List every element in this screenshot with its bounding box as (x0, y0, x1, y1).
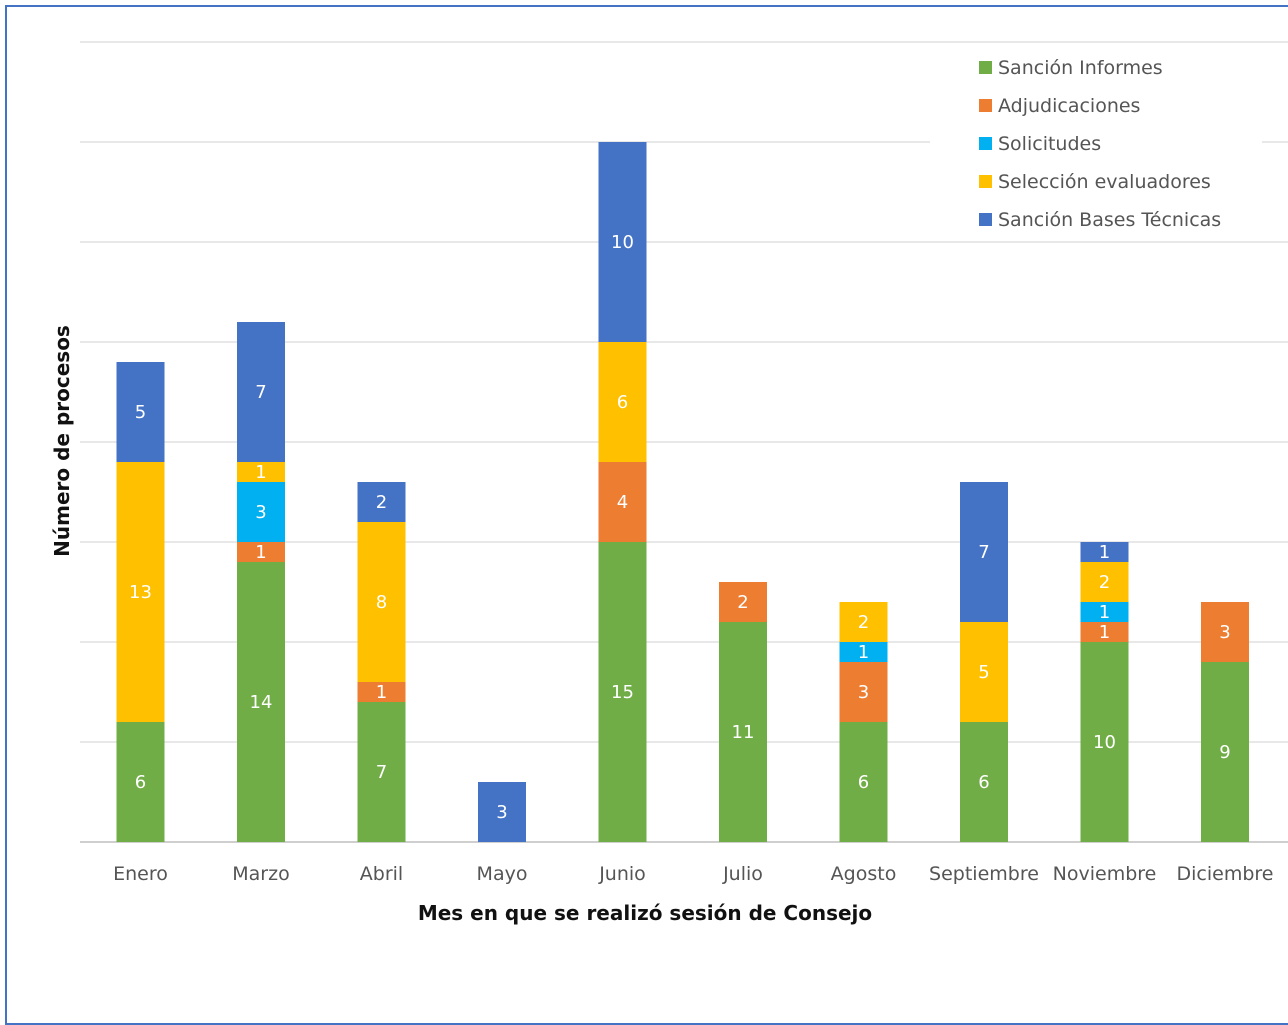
bar-segment (960, 482, 1008, 622)
bar-segment (719, 582, 767, 622)
bar-segment (357, 522, 406, 682)
data-label: 14 (250, 692, 273, 713)
data-label: 1 (255, 542, 266, 563)
data-label: 1 (376, 682, 387, 703)
bar-segment (1201, 662, 1249, 842)
data-label: 10 (1093, 732, 1116, 753)
legend-label: Adjudicaciones (998, 95, 1140, 117)
data-label: 5 (978, 662, 989, 683)
data-label: 7 (978, 542, 989, 563)
bar-segment (1201, 602, 1249, 662)
data-label: 6 (617, 392, 628, 413)
legend-label: Selección evaluadores (998, 171, 1211, 193)
bar-segment (237, 462, 285, 482)
legend-swatch (979, 137, 992, 150)
bar-segment (237, 322, 285, 462)
bar-segment (598, 342, 647, 462)
bar-segment (237, 562, 285, 842)
x-tick-label: Noviembre (1053, 863, 1157, 885)
data-label: 6 (135, 772, 146, 793)
data-label: 4 (617, 492, 628, 513)
data-label: 7 (255, 382, 266, 403)
x-tick-label: Enero (113, 863, 168, 885)
legend-label: Sanción Bases Técnicas (998, 209, 1221, 231)
bar-segment (1080, 602, 1129, 622)
bar-segment (116, 362, 165, 462)
bar-segment (357, 702, 406, 842)
bar-segment (839, 642, 888, 662)
legend-swatch (979, 61, 992, 74)
legend-swatch (979, 213, 992, 226)
data-label: 15 (611, 682, 634, 703)
data-label: 1 (255, 462, 266, 483)
legend-label: Solicitudes (998, 133, 1101, 155)
bar-segment (719, 622, 767, 842)
data-label: 1 (858, 642, 869, 663)
x-tick-label: Septiembre (929, 863, 1039, 885)
bar-segment (598, 142, 647, 342)
bar-segment (116, 722, 165, 842)
x-tick-label: Agosto (831, 863, 897, 885)
bar-segment (237, 542, 285, 562)
data-label: 5 (135, 402, 146, 423)
bar-segment (598, 462, 647, 542)
legend-swatch (979, 99, 992, 112)
data-label: 6 (858, 772, 869, 793)
x-axis-title: Mes en que se realizó sesión de Consejo (418, 901, 872, 925)
x-tick-label: Diciembre (1177, 863, 1274, 885)
bar-segment (478, 782, 526, 842)
bar-segment (1080, 642, 1129, 842)
data-label: 9 (1219, 742, 1230, 763)
bar-segment (598, 542, 647, 842)
x-tick-label: Julio (722, 863, 763, 885)
bar-segment (1080, 562, 1129, 602)
x-tick-label: Marzo (232, 863, 289, 885)
data-label: 1 (1099, 622, 1110, 643)
bar-segment (357, 482, 406, 522)
bar-segment (1080, 622, 1129, 642)
x-tick-label: Junio (598, 863, 646, 885)
data-label: 2 (858, 612, 869, 633)
bar-segment (237, 482, 285, 542)
data-label: 6 (978, 772, 989, 793)
bar-segment (960, 722, 1008, 842)
legend: Sanción Informes Adjudicaciones Solicitude… (930, 46, 1262, 236)
x-tick-label: Mayo (477, 863, 528, 885)
data-label: 1 (1099, 542, 1110, 563)
data-label: 2 (1099, 572, 1110, 593)
data-label: 7 (376, 762, 387, 783)
bar-segment (357, 682, 406, 702)
data-label: 3 (255, 502, 266, 523)
bar-segment (1080, 542, 1129, 562)
x-tick-labels: Enero Marzo Abril Mayo Junio Julio Agosto Septi… (113, 863, 1273, 885)
data-label: 3 (496, 802, 507, 823)
bar-segment (839, 722, 888, 842)
data-label: 11 (732, 722, 755, 743)
x-tick-label: Abril (360, 863, 403, 885)
y-axis-title: Número de procesos (50, 325, 74, 557)
data-label: 1 (1099, 602, 1110, 623)
bar-segment (839, 602, 888, 642)
bar-segment (960, 622, 1008, 722)
data-label: 13 (129, 582, 152, 603)
data-label: 3 (1219, 622, 1230, 643)
data-label: 3 (858, 682, 869, 703)
data-label: 2 (737, 592, 748, 613)
bar-segment (839, 662, 888, 722)
legend-swatch (979, 175, 992, 188)
legend-label: Sanción Informes (998, 57, 1163, 79)
data-label: 10 (611, 232, 634, 253)
data-label: 2 (376, 492, 387, 513)
data-label: 8 (376, 592, 387, 613)
bar-segment (116, 462, 165, 722)
